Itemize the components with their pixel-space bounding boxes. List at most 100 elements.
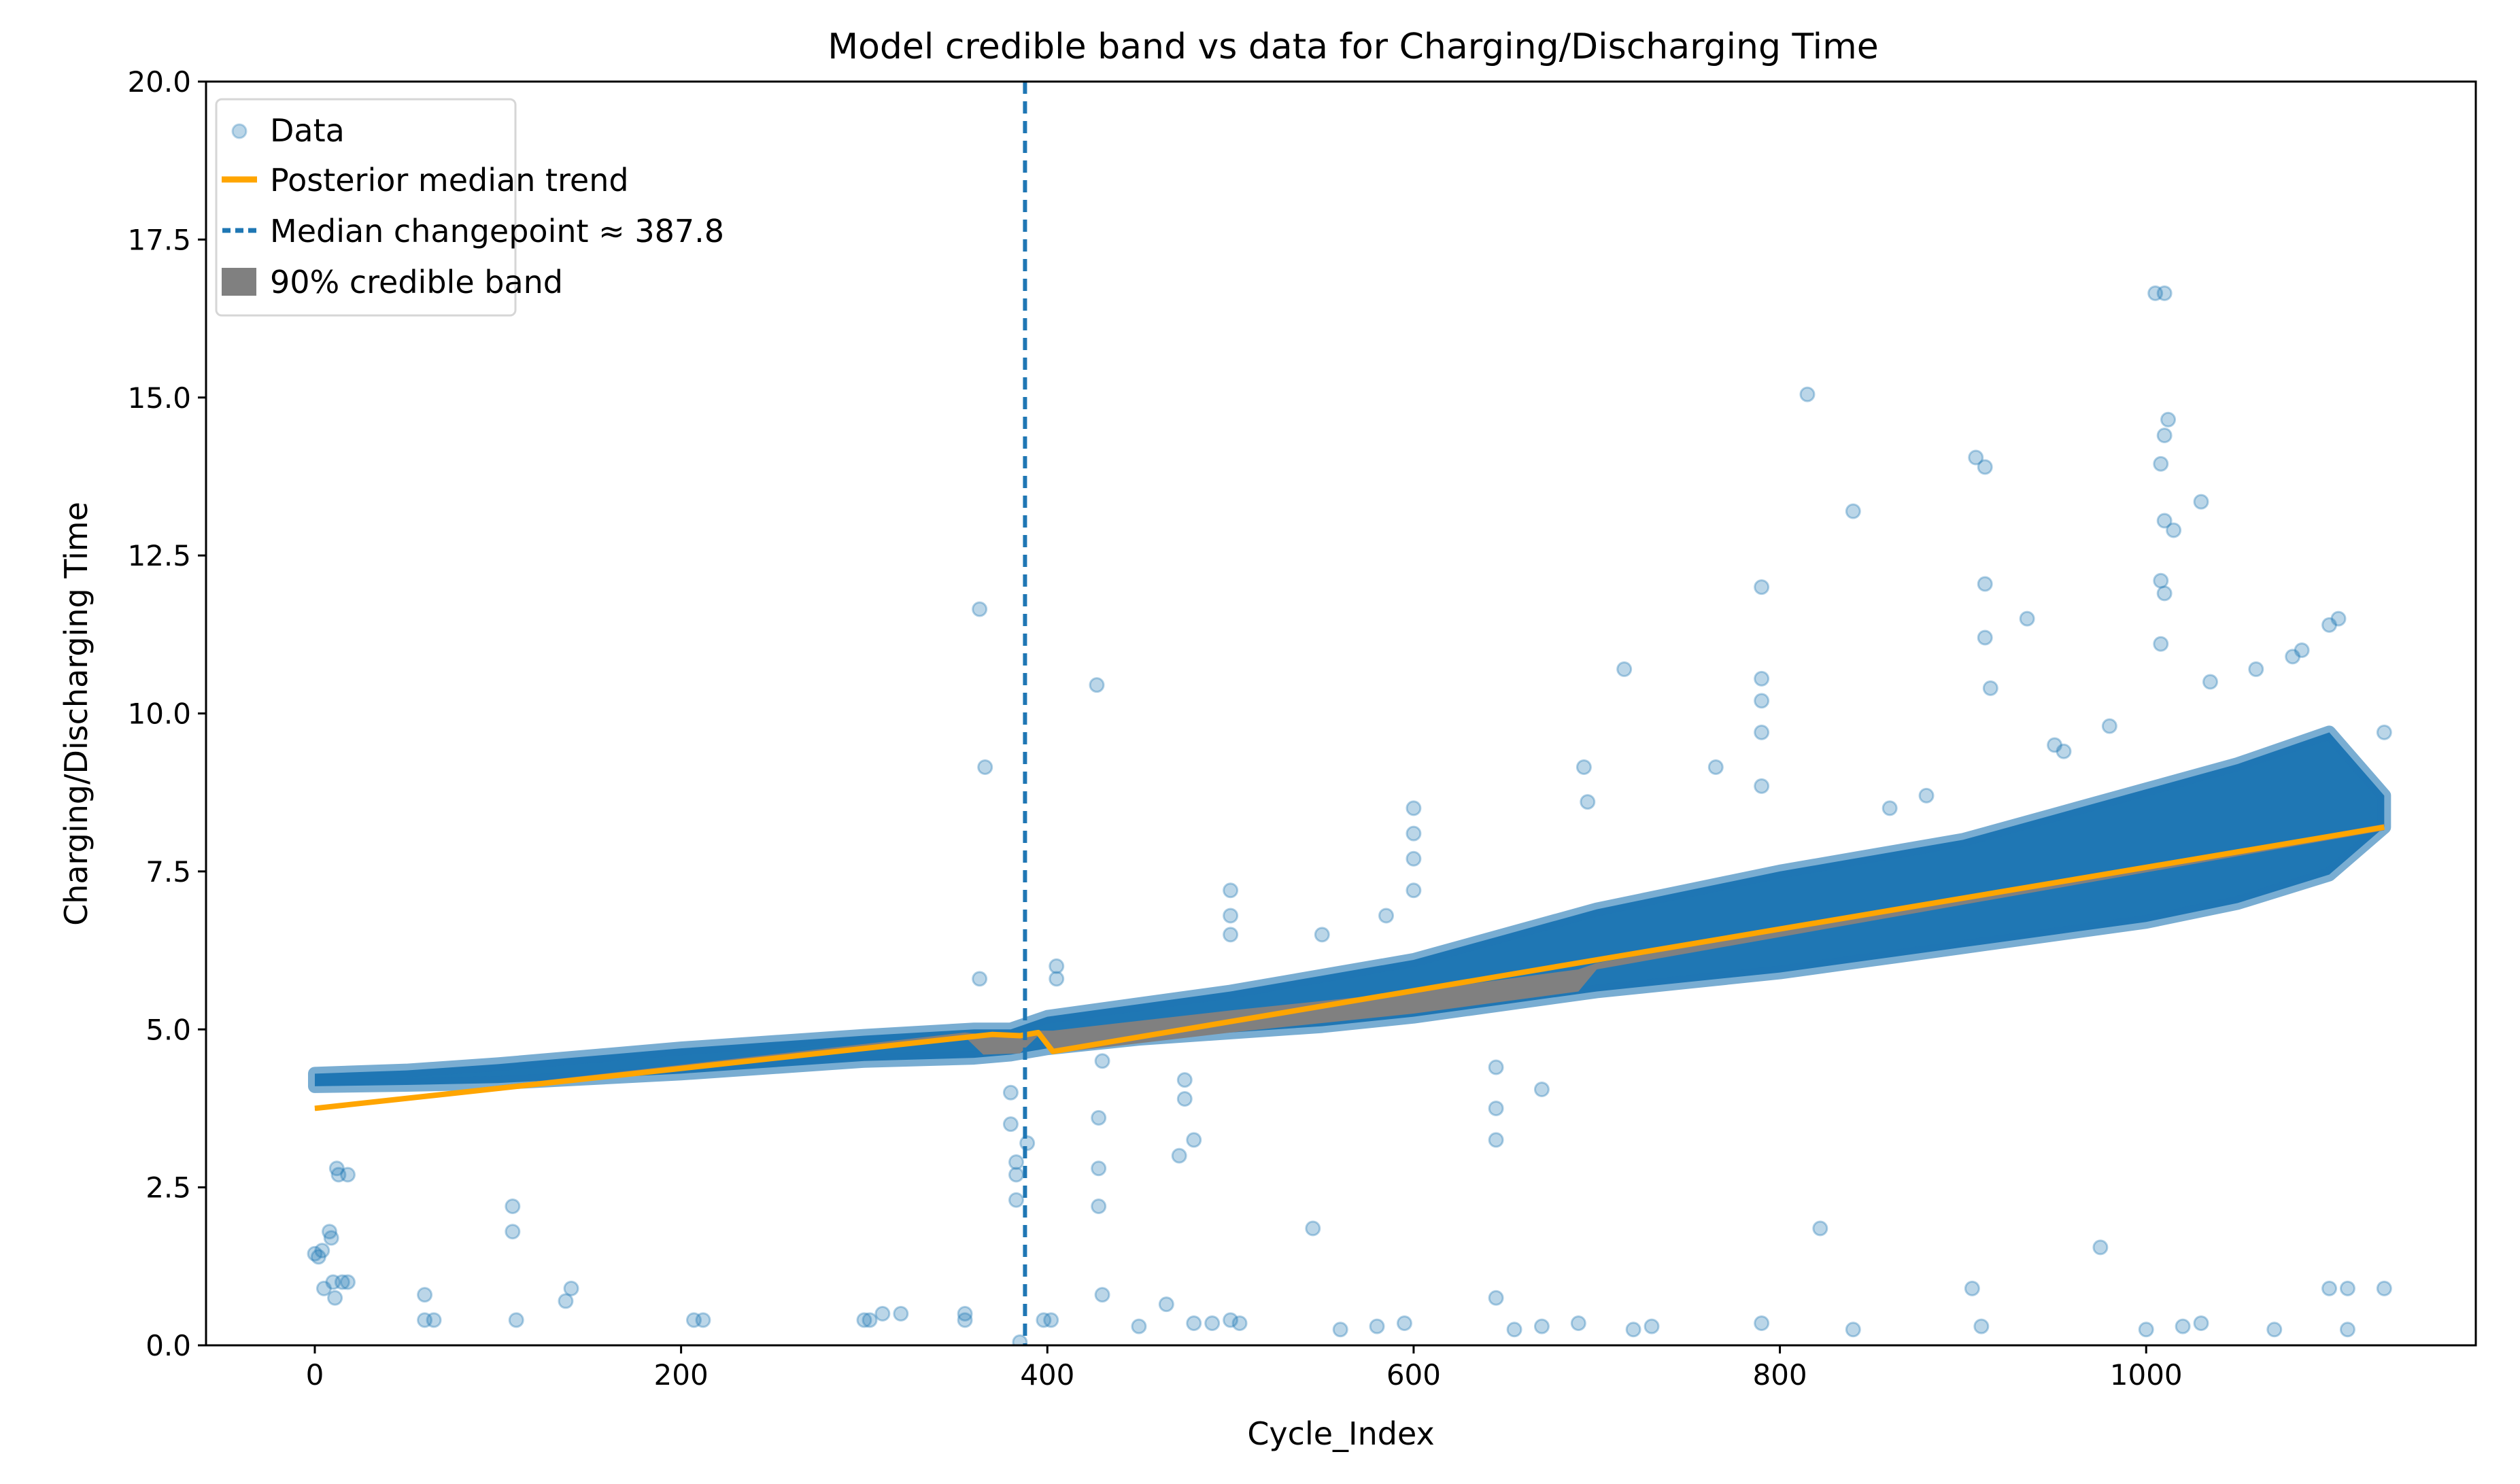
data-point bbox=[314, 1243, 330, 1259]
data-point bbox=[2153, 636, 2169, 652]
data-point bbox=[1002, 1084, 1019, 1101]
y-tick-label: 0.0 bbox=[146, 1329, 191, 1362]
data-point bbox=[339, 1274, 356, 1290]
data-point bbox=[563, 1280, 579, 1296]
data-point bbox=[2193, 494, 2209, 510]
data-point bbox=[1091, 1160, 1107, 1177]
data-point bbox=[2156, 285, 2173, 301]
data-point bbox=[1036, 1312, 1052, 1328]
data-point bbox=[1223, 882, 1239, 899]
data-point bbox=[1754, 670, 1770, 687]
data-point bbox=[323, 1230, 339, 1246]
data-point bbox=[1008, 1167, 1024, 1183]
data-point bbox=[310, 1249, 326, 1265]
x-tick-label: 400 bbox=[1020, 1358, 1074, 1392]
data-point bbox=[2056, 743, 2072, 759]
data-point bbox=[508, 1312, 524, 1328]
data-point bbox=[1369, 1318, 1385, 1334]
data-point bbox=[327, 1290, 343, 1306]
data-point bbox=[417, 1287, 433, 1303]
data-point bbox=[1882, 800, 1898, 816]
y-tick-label: 5.0 bbox=[146, 1013, 191, 1046]
data-point bbox=[316, 1280, 332, 1296]
data-point bbox=[977, 759, 993, 776]
data-point bbox=[1982, 680, 1998, 696]
data-point bbox=[1533, 1318, 1550, 1334]
data-point bbox=[1506, 1322, 1522, 1338]
data-point bbox=[1094, 1287, 1110, 1303]
data-point bbox=[2147, 285, 2164, 301]
data-point bbox=[1488, 1290, 1504, 1306]
data-point bbox=[1964, 1280, 1980, 1296]
data-point bbox=[1754, 724, 1770, 740]
data-point bbox=[2166, 522, 2182, 538]
data-point bbox=[893, 1306, 909, 1322]
data-point bbox=[1973, 1318, 1990, 1334]
y-tick-label: 10.0 bbox=[127, 697, 191, 731]
data-point bbox=[1977, 459, 1993, 475]
data-point bbox=[1012, 1334, 1028, 1345]
data-point bbox=[417, 1312, 433, 1328]
data-point bbox=[2330, 610, 2347, 627]
data-point bbox=[322, 1224, 338, 1240]
data-point bbox=[1176, 1072, 1193, 1088]
data-point bbox=[1089, 677, 1105, 693]
data-point bbox=[1223, 1312, 1239, 1328]
data-point bbox=[1812, 1220, 1828, 1237]
data-point bbox=[2101, 718, 2117, 734]
data-point bbox=[2175, 1318, 2191, 1334]
data-point bbox=[1223, 927, 1239, 943]
data-point bbox=[1396, 1315, 1412, 1331]
plot-contents bbox=[307, 82, 2392, 1345]
data-point bbox=[1576, 759, 1592, 776]
data-point bbox=[1616, 661, 1633, 677]
data-point bbox=[1406, 800, 1422, 816]
data-point bbox=[1204, 1315, 1221, 1331]
data-point bbox=[334, 1274, 350, 1290]
data-point bbox=[2339, 1322, 2355, 1338]
data-point bbox=[2019, 610, 2035, 627]
data-point bbox=[1968, 449, 1984, 466]
legend-label-trend: Posterior median trend bbox=[270, 162, 629, 199]
y-tick-label: 20.0 bbox=[127, 65, 191, 99]
data-point bbox=[2266, 1322, 2283, 1338]
data-point bbox=[1171, 1147, 1187, 1164]
data-point bbox=[972, 971, 988, 987]
data-point bbox=[1008, 1154, 1024, 1170]
data-point bbox=[2321, 1280, 2338, 1296]
data-point bbox=[328, 1160, 345, 1177]
data-point bbox=[1049, 958, 1065, 974]
data-point bbox=[1918, 787, 1935, 804]
data-point bbox=[307, 1245, 323, 1262]
data-point bbox=[558, 1293, 574, 1309]
data-point bbox=[1754, 778, 1770, 794]
data-point bbox=[1019, 1135, 1036, 1152]
data-point bbox=[1002, 1116, 1019, 1133]
y-axis-label: Charging/Discharging Time bbox=[58, 502, 95, 926]
data-point bbox=[1580, 794, 1596, 810]
data-point bbox=[1488, 1059, 1504, 1075]
data-point bbox=[2285, 649, 2301, 665]
data-point bbox=[2156, 428, 2173, 444]
data-point bbox=[874, 1306, 891, 1322]
y-tick-label: 2.5 bbox=[146, 1171, 191, 1205]
data-point bbox=[685, 1312, 702, 1328]
data-point bbox=[1131, 1318, 1147, 1334]
legend-label-changepoint: Median changepoint ≈ 387.8 bbox=[270, 213, 724, 249]
data-point bbox=[1625, 1322, 1641, 1338]
y-tick-label: 17.5 bbox=[127, 223, 191, 256]
data-point bbox=[1977, 629, 1993, 646]
data-point bbox=[2092, 1239, 2109, 1256]
data-point bbox=[2376, 724, 2392, 740]
data-point bbox=[2339, 1280, 2355, 1296]
x-tick-label: 200 bbox=[654, 1358, 709, 1392]
data-point bbox=[1707, 759, 1724, 776]
data-point bbox=[862, 1312, 878, 1328]
data-point bbox=[1378, 908, 1395, 924]
data-point bbox=[972, 601, 988, 617]
data-point bbox=[339, 1167, 356, 1183]
data-point bbox=[325, 1274, 341, 1290]
x-tick-label: 0 bbox=[306, 1358, 324, 1392]
data-point bbox=[2156, 513, 2173, 529]
data-point bbox=[1570, 1315, 1586, 1331]
